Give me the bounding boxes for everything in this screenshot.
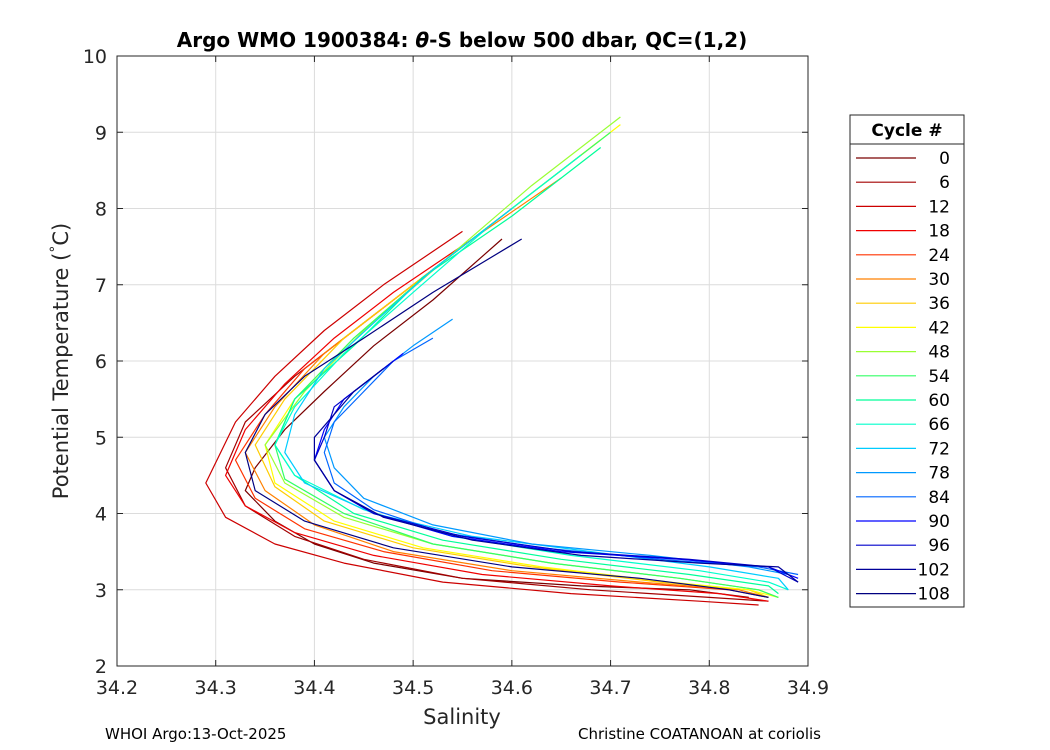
legend-label-66: 66 [928, 415, 950, 435]
x-tick-label: 34.2 [96, 677, 138, 699]
x-tick-label: 34.6 [491, 677, 533, 699]
x-tick-label: 34.7 [589, 677, 631, 699]
y-tick-label: 6 [95, 351, 107, 373]
legend-label-54: 54 [928, 367, 950, 387]
series-line-cycle-12 [205, 230, 759, 606]
x-axis-label: Salinity [423, 705, 501, 729]
x-tick-label: 34.4 [293, 677, 335, 699]
legend-label-30: 30 [928, 270, 950, 290]
y-tick-label: 9 [95, 122, 107, 144]
tick-labels: 34.2 34.3 34.4 34.5 34.6 34.7 34.8 34.9 2 3 4 5 6 7 8 9… [83, 46, 829, 699]
series-line-cycle-72 [284, 208, 789, 591]
series-line-cycle-84 [323, 337, 799, 576]
legend-title: Cycle # [871, 121, 942, 141]
legend-label-0: 0 [939, 149, 950, 169]
y-tick-label: 2 [95, 656, 107, 678]
legend: Cycle # 0 6 12 18 24 30 36 42 48 54 60 66 72 78 84 90 96… [849, 114, 965, 608]
footer-source-date: WHOI Argo:13-Oct-2025 [105, 725, 287, 743]
x-tick-label: 34.3 [195, 677, 237, 699]
legend-label-108: 108 [918, 585, 950, 605]
y-tick-label: 10 [83, 46, 107, 68]
y-tick-label: 8 [95, 199, 107, 221]
legend-label-102: 102 [918, 560, 950, 580]
legend-label-6: 6 [939, 173, 950, 193]
legend-label-78: 78 [928, 464, 950, 484]
y-tick-label: 3 [95, 580, 107, 602]
y-tick-label: 5 [95, 427, 107, 449]
legend-entries: 0 6 12 18 24 30 36 42 48 54 60 66 72 78 84 90 96 102 108 [856, 149, 950, 605]
series-line-cycle-18 [225, 238, 769, 602]
series-line-cycle-102 [313, 368, 799, 583]
series-line-cycle-0 [244, 238, 749, 598]
legend-box [849, 114, 965, 608]
legend-label-18: 18 [928, 222, 950, 242]
tick-marks [116, 55, 809, 667]
series-line-cycle-108 [244, 238, 769, 598]
x-tick-label: 34.9 [787, 677, 829, 699]
y-axis-label: Potential Temperature (°C) [48, 223, 73, 499]
legend-label-36: 36 [928, 294, 950, 314]
legend-label-72: 72 [928, 439, 950, 459]
x-tick-label: 34.8 [688, 677, 730, 699]
legend-label-90: 90 [928, 512, 950, 532]
legend-label-42: 42 [928, 318, 950, 338]
series-layer [205, 116, 799, 606]
legend-label-60: 60 [928, 391, 950, 411]
footer-author: Christine COATANOAN at coriolis [578, 725, 821, 743]
legend-label-48: 48 [928, 343, 950, 363]
legend-label-96: 96 [928, 536, 950, 556]
chart-title: Argo WMO 1900384: θ-S below 500 dbar, QC… [177, 28, 747, 52]
legend-label-84: 84 [928, 488, 950, 508]
legend-label-12: 12 [928, 197, 950, 217]
legend-label-24: 24 [928, 246, 950, 266]
series-line-cycle-66 [274, 154, 789, 591]
x-tick-label: 34.5 [392, 677, 434, 699]
series-line-cycle-96 [313, 360, 799, 583]
y-tick-label: 7 [95, 275, 107, 297]
y-tick-label: 4 [95, 504, 107, 526]
